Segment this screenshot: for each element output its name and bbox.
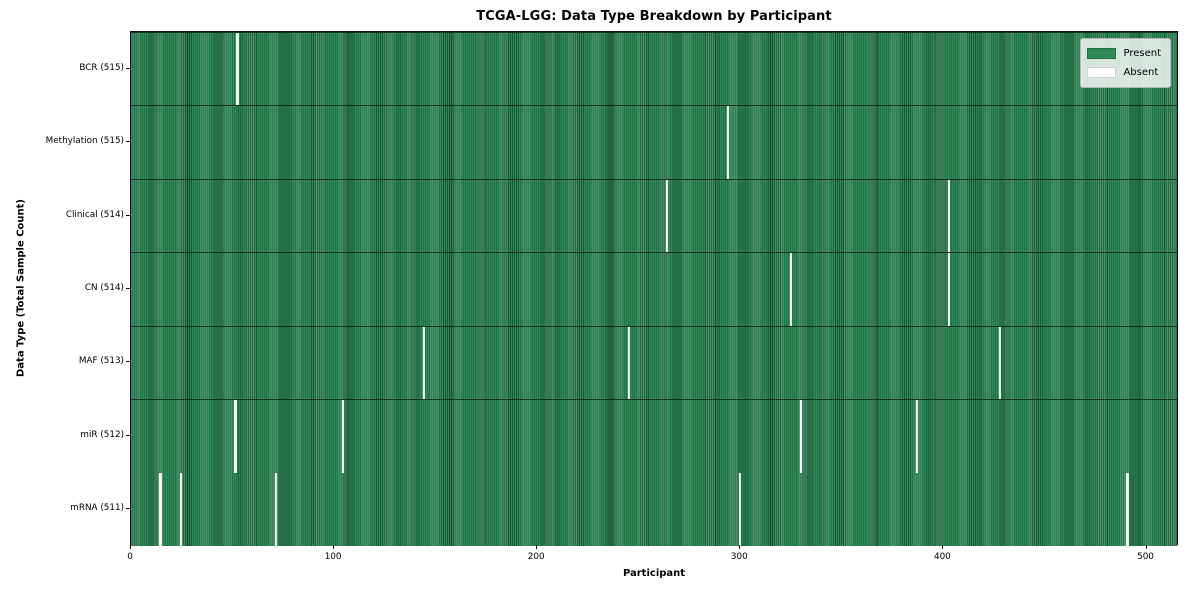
absent-marker: [739, 472, 742, 546]
y-tick-label: MAF (513): [78, 356, 124, 367]
absent-marker: [234, 400, 237, 473]
x-tick-label: 500: [1137, 552, 1154, 562]
y-tick-label: mRNA (511): [70, 503, 124, 514]
heatmap-row-Clinical: [131, 178, 1177, 253]
x-tick-mark: [333, 545, 335, 549]
x-tick-mark: [739, 545, 741, 549]
y-tick-label: CN (514): [84, 283, 124, 293]
x-tick-label: 100: [324, 552, 342, 562]
absent-marker: [915, 400, 918, 473]
absent-marker: [726, 106, 730, 179]
absent-marker: [1126, 472, 1129, 546]
absent-marker: [179, 472, 182, 546]
heatmap-row-Methylation: [131, 105, 1177, 179]
plot-area: Present Absent: [130, 31, 1178, 546]
y-tick-mark: [126, 434, 130, 436]
heatmap-row-BCR: [131, 32, 1177, 106]
y-tick-mark: [126, 214, 130, 216]
y-tick-mark: [126, 361, 130, 363]
y-tick-label: BCR (515): [79, 62, 124, 73]
y-tick-label: Clinical (514): [65, 209, 124, 220]
chart-title: TCGA-LGG: Data Type Breakdown by Partici…: [476, 9, 832, 24]
y-tick-label: Methylation (515): [45, 136, 124, 147]
x-tick-label: 300: [730, 552, 748, 562]
legend-label: Present: [1123, 48, 1161, 59]
legend: Present Absent: [1080, 38, 1171, 88]
heatmap-row-mRNA: [131, 472, 1177, 546]
absent-marker: [159, 472, 162, 546]
heatmap-row-MAF: [131, 325, 1177, 400]
legend-label: Absent: [1123, 67, 1159, 78]
absent-marker: [627, 326, 630, 400]
absent-marker: [799, 400, 803, 473]
x-tick-mark: [130, 545, 131, 549]
x-tick-mark: [1145, 545, 1147, 549]
y-axis-label: Data Type (Total Sample Count): [15, 198, 27, 378]
absent-marker: [789, 253, 792, 326]
x-tick-mark: [536, 545, 538, 549]
y-tick-mark: [126, 141, 130, 143]
heatmap-row-CN: [131, 252, 1177, 326]
absent-marker: [341, 400, 344, 473]
y-tick-label: miR (512): [80, 429, 124, 440]
x-tick-mark: [942, 545, 944, 549]
absent-marker: [998, 326, 1001, 400]
x-tick-label: 400: [933, 552, 951, 562]
absent-marker: [274, 472, 278, 546]
absent-marker: [666, 179, 669, 253]
absent-marker: [947, 179, 951, 253]
x-tick-label: 0: [127, 552, 133, 562]
x-tick-label: 200: [527, 552, 545, 562]
legend-item: Absent: [1087, 63, 1161, 82]
legend-swatch: [1087, 67, 1117, 78]
y-tick-mark: [126, 288, 130, 289]
legend-swatch: [1087, 48, 1117, 59]
heatmap-row-miR: [131, 399, 1177, 473]
legend-item: Present: [1087, 44, 1161, 63]
absent-marker: [947, 253, 951, 326]
x-axis-label: Participant: [622, 568, 686, 579]
absent-marker: [422, 326, 425, 400]
y-tick-mark: [126, 508, 130, 510]
y-tick-mark: [126, 67, 130, 69]
absent-marker: [236, 33, 239, 106]
